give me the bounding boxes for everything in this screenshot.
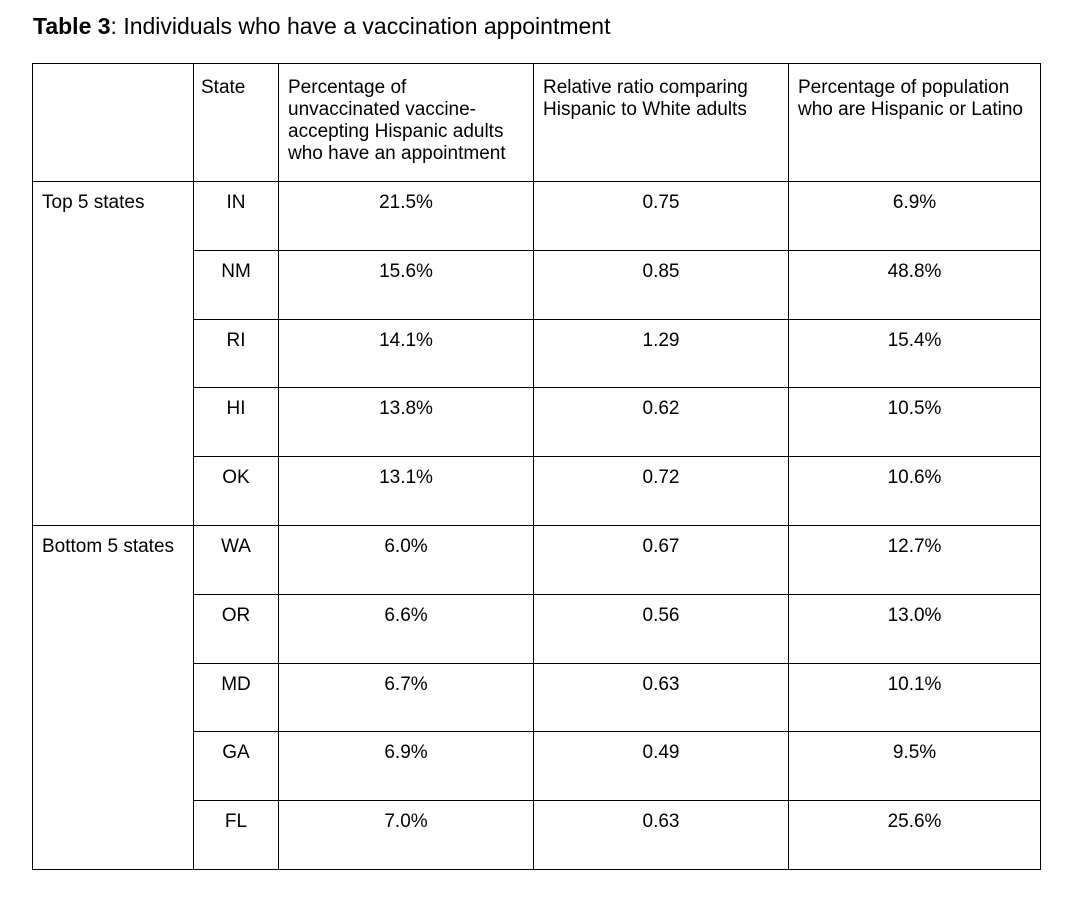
cell-pct-appointment: 13.8% bbox=[278, 387, 534, 458]
cell-relative-ratio: 0.63 bbox=[533, 800, 789, 870]
cell-relative-ratio: 0.72 bbox=[533, 456, 789, 526]
cell-state: OK bbox=[193, 456, 279, 526]
cell-pct-population: 25.6% bbox=[788, 800, 1041, 870]
cell-pct-appointment: 6.9% bbox=[278, 731, 534, 802]
table-row-WA: Bottom 5 states WA 6.0% 0.67 12.7% bbox=[32, 524, 1041, 870]
table-row-NM: NM 15.6% 0.85 48.8% bbox=[33, 249, 1041, 320]
group-label-top5: Top 5 states bbox=[32, 181, 194, 526]
table-caption: Table 3: Individuals who have a vaccinat… bbox=[33, 13, 610, 40]
cell-pct-appointment: 13.1% bbox=[278, 456, 534, 526]
table-row-MD: MD 6.7% 0.63 10.1% bbox=[33, 662, 1041, 733]
cell-state: RI bbox=[193, 318, 279, 389]
table-caption-label: Table 3 bbox=[33, 13, 111, 39]
table-row-RI: RI 14.1% 1.29 15.4% bbox=[33, 318, 1041, 389]
cell-state: NM bbox=[193, 249, 279, 320]
cell-relative-ratio: 0.62 bbox=[533, 387, 789, 458]
table-row-GA: GA 6.9% 0.49 9.5% bbox=[33, 731, 1041, 802]
cell-state: IN bbox=[193, 181, 279, 251]
cell-state: HI bbox=[193, 387, 279, 458]
table-row-OR: OR 6.6% 0.56 13.0% bbox=[33, 593, 1041, 664]
cell-pct-population: 9.5% bbox=[788, 731, 1041, 802]
cell-relative-ratio: 0.63 bbox=[533, 662, 789, 733]
vaccination-appointment-table: State Percentage of unvaccinated vaccine… bbox=[32, 63, 1041, 870]
header-state: State bbox=[193, 63, 279, 182]
header-pct-appointment: Percentage of unvaccinated vaccine-accep… bbox=[278, 63, 534, 182]
header-relative-ratio: Relative ratio comparing Hispanic to Whi… bbox=[533, 63, 789, 182]
cell-pct-appointment: 15.6% bbox=[278, 249, 534, 320]
table-row-FL: FL 7.0% 0.63 25.6% bbox=[33, 800, 1041, 870]
cell-state: WA bbox=[193, 524, 279, 595]
header-pct-population: Percentage of population who are Hispani… bbox=[788, 63, 1041, 182]
cell-relative-ratio: 0.85 bbox=[533, 249, 789, 320]
cell-pct-appointment: 7.0% bbox=[278, 800, 534, 870]
cell-pct-population: 10.1% bbox=[788, 662, 1041, 733]
cell-pct-population: 12.7% bbox=[788, 524, 1041, 595]
cell-state: GA bbox=[193, 731, 279, 802]
cell-pct-population: 13.0% bbox=[788, 593, 1041, 664]
cell-pct-population: 15.4% bbox=[788, 318, 1041, 389]
cell-pct-population: 48.8% bbox=[788, 249, 1041, 320]
cell-pct-population: 10.6% bbox=[788, 456, 1041, 526]
cell-relative-ratio: 0.67 bbox=[533, 524, 789, 595]
group-label-bottom5: Bottom 5 states bbox=[32, 524, 194, 870]
table-row-HI: HI 13.8% 0.62 10.5% bbox=[33, 387, 1041, 458]
cell-pct-population: 10.5% bbox=[788, 387, 1041, 458]
table-caption-text: : Individuals who have a vaccination app… bbox=[110, 13, 611, 39]
header-group-empty bbox=[32, 63, 194, 182]
cell-pct-population: 6.9% bbox=[788, 181, 1041, 251]
cell-relative-ratio: 0.49 bbox=[533, 731, 789, 802]
cell-pct-appointment: 21.5% bbox=[278, 181, 534, 251]
table-row-OK: OK 13.1% 0.72 10.6% bbox=[33, 456, 1041, 526]
cell-state: MD bbox=[193, 662, 279, 733]
cell-pct-appointment: 14.1% bbox=[278, 318, 534, 389]
cell-pct-appointment: 6.7% bbox=[278, 662, 534, 733]
cell-state: OR bbox=[193, 593, 279, 664]
header-row: State Percentage of unvaccinated vaccine… bbox=[32, 63, 1041, 182]
cell-relative-ratio: 0.75 bbox=[533, 181, 789, 251]
cell-relative-ratio: 0.56 bbox=[533, 593, 789, 664]
cell-pct-appointment: 6.0% bbox=[278, 524, 534, 595]
cell-state: FL bbox=[193, 800, 279, 870]
cell-relative-ratio: 1.29 bbox=[533, 318, 789, 389]
cell-pct-appointment: 6.6% bbox=[278, 593, 534, 664]
table-row-IN: Top 5 states IN 21.5% 0.75 6.9% bbox=[32, 181, 1041, 526]
